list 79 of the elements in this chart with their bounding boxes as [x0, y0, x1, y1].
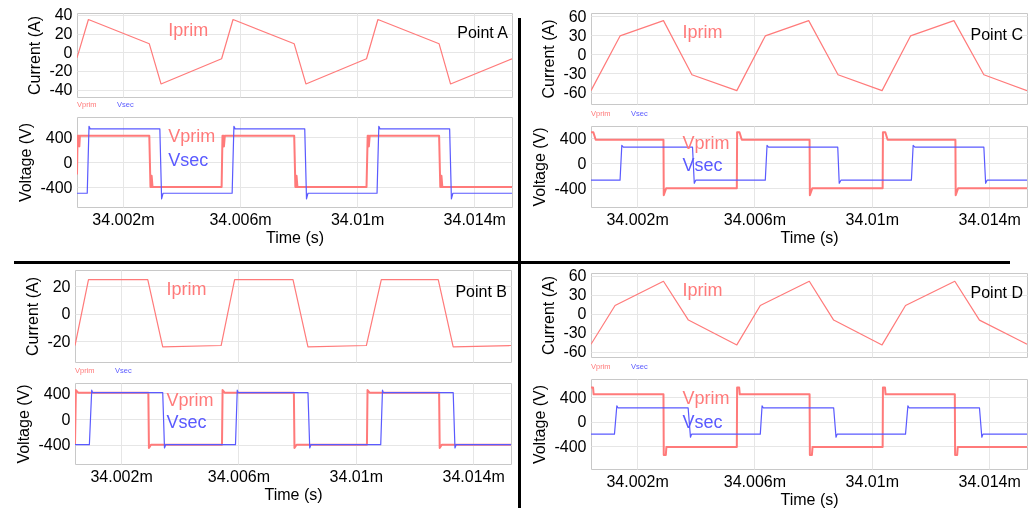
line-series [591, 386, 1027, 456]
y-tick-label: 30 [568, 26, 587, 44]
annotation: Point C [970, 25, 1023, 43]
y-tick-label: 60 [568, 267, 587, 285]
series-label: Vsec [166, 411, 207, 432]
y-tick-label: 20 [54, 25, 73, 43]
x-tick-label: 34.01m [845, 472, 899, 490]
line-series [591, 131, 1027, 197]
series-label: Vprim [682, 132, 730, 153]
y-tick-label: 0 [61, 410, 71, 428]
y-tick-label: 60 [568, 7, 587, 25]
x-axis-title: Time (s) [780, 228, 839, 246]
y-tick-label: 400 [45, 128, 73, 146]
y-tick-label: -20 [49, 62, 73, 80]
x-axis-title: Time (s) [780, 490, 839, 508]
y-tick-label: -400 [38, 436, 71, 454]
y-axis-title: Current (A) [24, 276, 42, 357]
y-axis-title: Voltage (V) [531, 127, 549, 207]
x-tick-label: 34.014m [958, 210, 1021, 228]
x-tick-label: 34.002m [92, 210, 155, 228]
y-tick-label: 400 [559, 129, 587, 147]
y-tick-label: 0 [577, 413, 587, 431]
y-tick-label: 0 [577, 305, 587, 323]
x-tick-label: 34.006m [209, 210, 272, 228]
y-tick-label: 0 [63, 43, 73, 61]
y-tick-label: -20 [47, 332, 71, 350]
series-label: Vprim [682, 387, 730, 408]
line-series [591, 20, 1027, 92]
annotation: Point A [457, 24, 509, 42]
y-axis-title: Current (A) [26, 15, 44, 96]
y-tick-label: 20 [52, 277, 71, 295]
y-tick-label: 0 [577, 154, 587, 172]
y-tick-label: 40 [54, 6, 73, 24]
y-tick-label: 400 [43, 384, 71, 402]
x-tick-label: 34.006m [207, 467, 271, 485]
y-axis-title: Voltage (V) [531, 384, 549, 465]
line-series [77, 18, 512, 85]
x-tick-label: 34.01m [329, 467, 383, 485]
x-tick-label: 34.002m [606, 210, 669, 228]
series-label: Iprim [168, 20, 209, 41]
y-tick-label: 30 [568, 286, 587, 304]
y-axis-title: Current (A) [540, 19, 558, 99]
series-label: Vsec [168, 150, 209, 171]
y-tick-label: -400 [40, 178, 73, 196]
x-tick-label: 34.006m [723, 472, 787, 490]
y-tick-label: -400 [554, 437, 587, 455]
series-label: Vprim [168, 125, 216, 146]
y-tick-label: 0 [63, 153, 73, 171]
x-tick-label: 34.014m [442, 467, 505, 485]
line-series [591, 280, 1027, 346]
line-series [75, 389, 511, 449]
y-tick-label: -30 [563, 64, 587, 82]
x-axis-title: Time (s) [265, 228, 325, 246]
x-tick-label: 34.014m [443, 210, 506, 228]
y-tick-label: -60 [563, 343, 587, 361]
x-tick-label: 34.002m [606, 472, 669, 490]
y-tick-label: -30 [563, 324, 587, 342]
x-tick-label: 34.002m [90, 467, 153, 485]
y-tick-label: -400 [554, 179, 587, 197]
y-tick-label: -60 [563, 84, 587, 102]
x-axis-title: Time (s) [264, 485, 323, 503]
series-label: Iprim [682, 22, 723, 43]
line-series [77, 125, 512, 200]
annotation: Point D [970, 284, 1023, 302]
x-tick-label: 34.014m [958, 472, 1021, 490]
y-axis-title: Current (A) [540, 275, 558, 356]
x-tick-label: 34.006m [723, 210, 787, 228]
y-tick-label: -40 [49, 81, 73, 99]
series-label: Iprim [166, 279, 207, 300]
series-label: Vprim [166, 389, 214, 410]
y-tick-label: 0 [577, 45, 587, 63]
series-label: Iprim [682, 280, 723, 301]
y-tick-label: 400 [559, 388, 587, 406]
y-axis-title: Voltage (V) [15, 384, 33, 464]
x-tick-label: 34.01m [330, 210, 385, 228]
x-tick-label: 34.01m [845, 210, 899, 228]
y-axis-title: Voltage (V) [17, 122, 35, 203]
y-tick-label: 0 [61, 305, 71, 323]
annotation: Point B [455, 283, 507, 301]
